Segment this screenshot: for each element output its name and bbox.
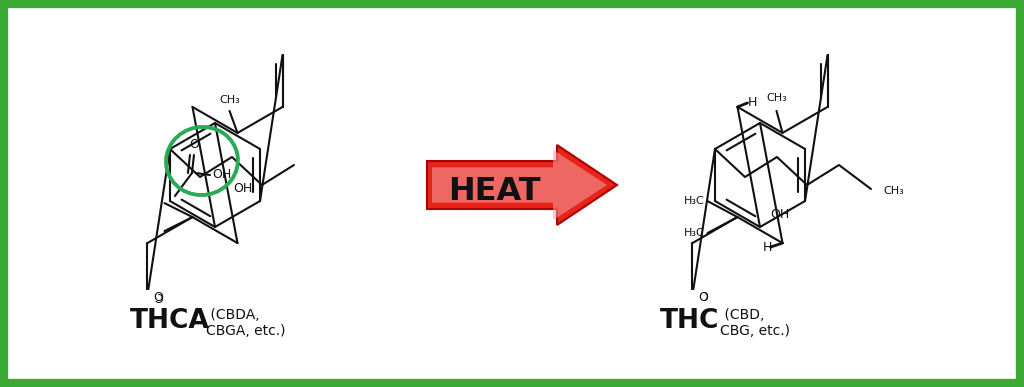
Text: CH₃: CH₃ — [883, 186, 904, 196]
Text: O: O — [698, 291, 709, 303]
Text: O: O — [154, 291, 163, 303]
Text: O: O — [698, 291, 709, 303]
Text: H₃C: H₃C — [684, 196, 705, 206]
Text: H: H — [748, 96, 757, 110]
Text: O: O — [154, 293, 163, 306]
Text: H₃C: H₃C — [684, 228, 705, 238]
Text: H: H — [763, 241, 772, 253]
Text: OH: OH — [212, 168, 231, 182]
Text: CH₃: CH₃ — [766, 93, 786, 103]
Polygon shape — [432, 150, 607, 220]
Text: THCA: THCA — [130, 308, 210, 334]
Polygon shape — [427, 145, 617, 225]
Text: OH: OH — [770, 209, 790, 221]
Text: OH: OH — [232, 183, 252, 195]
Text: THC: THC — [660, 308, 720, 334]
Text: CH₃: CH₃ — [219, 95, 240, 105]
Text: (CBD,
CBG, etc.): (CBD, CBG, etc.) — [720, 308, 790, 338]
Text: HEAT: HEAT — [447, 175, 541, 207]
Text: (CBDA,
CBGA, etc.): (CBDA, CBGA, etc.) — [206, 308, 286, 338]
Text: O: O — [189, 138, 199, 151]
